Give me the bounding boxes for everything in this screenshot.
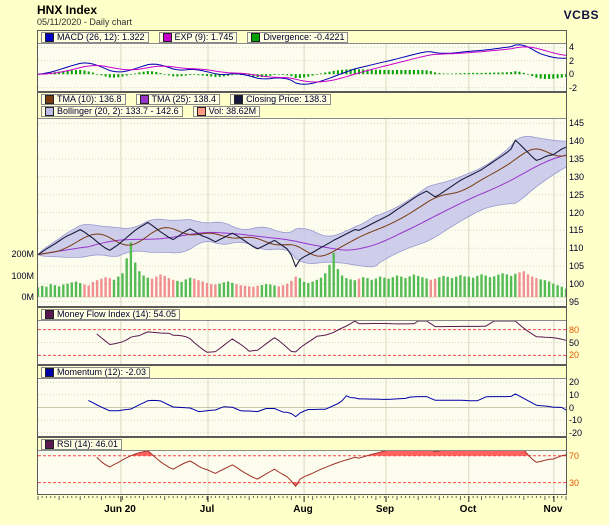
closing-price-legend-item: Closing Price: 138.3	[230, 94, 331, 105]
price-legend-row2: Bollinger (20, 2): 133.7 - 142.6 Vol: 38…	[41, 106, 261, 117]
exp-series-label: EXP (9): 1.745	[174, 31, 234, 42]
y-axis-label: 120	[569, 208, 585, 218]
brand-logo: VCBS	[563, 8, 599, 22]
momentum-panel: Momentum (12): -2.03	[37, 365, 567, 437]
y-axis-label: 0	[569, 403, 575, 413]
mfi-legend-item: Money Flow Index (14): 54.05	[41, 308, 181, 320]
divergence-series-chip	[251, 32, 261, 42]
y-axis-label: 110	[569, 243, 584, 253]
macd-series-chip	[45, 32, 54, 42]
chart-title: HNX Index	[37, 3, 98, 17]
y-axis-label: 140	[569, 136, 585, 146]
x-axis-month-label: Nov	[543, 504, 563, 515]
y-axis-label: 125	[569, 190, 585, 200]
x-axis-month-label: Jul	[199, 504, 215, 515]
mfi-plot	[38, 321, 566, 364]
exp-legend-item: EXP (9): 1.745	[158, 31, 238, 43]
y-axis-label: 130	[569, 172, 585, 182]
macd-legend-item: MACD (26, 12): 1.322	[41, 31, 149, 43]
macd-series-label: MACD (26, 12): 1.322	[57, 31, 145, 42]
volume-legend-item: Vol: 38.62M	[192, 106, 261, 117]
volume-axis-label: 200M	[11, 249, 34, 259]
divergence-legend-item: Divergence: -0.4221	[247, 31, 349, 43]
macd-plot	[38, 44, 566, 91]
macd-legend: MACD (26, 12): 1.322 EXP (9): 1.745 Dive…	[38, 31, 566, 44]
tma10-series-chip	[45, 95, 54, 104]
mfi-series-label: Money Flow Index (14): 54.05	[57, 308, 177, 319]
y-axis-label: 2	[569, 56, 575, 66]
volume-series-chip	[196, 107, 206, 116]
momentum-series-chip	[45, 367, 54, 377]
volume-axis-label: 100M	[11, 271, 34, 281]
x-axis-month-label: Aug	[293, 504, 313, 515]
x-axis-month-label: Jun 20	[104, 504, 136, 515]
closing-price-series-chip	[234, 95, 244, 104]
y-axis-label: -10	[569, 415, 583, 425]
exp-series-chip	[162, 32, 172, 42]
y-axis-label: 20	[569, 350, 580, 360]
y-axis-label: 4	[569, 42, 575, 52]
rsi-legend-item: RSI (14): 46.01	[41, 438, 123, 450]
tma10-series-label: TMA (10): 136.8	[57, 94, 122, 104]
mfi-legend: Money Flow Index (14): 54.05	[38, 308, 566, 321]
y-axis-label: 95	[569, 297, 580, 307]
volume-axis-label: 0M	[21, 292, 34, 302]
rsi-series-label: RSI (14): 46.01	[57, 438, 119, 449]
y-axis-label: 0	[569, 69, 575, 79]
y-axis-label: 70	[569, 451, 580, 461]
tma10-legend-item: TMA (10): 136.8	[41, 94, 126, 105]
momentum-legend-item: Momentum (12): -2.03	[41, 366, 151, 378]
x-axis-month-label: Oct	[459, 504, 477, 515]
y-axis-label: 20	[569, 377, 580, 387]
y-axis-label: 145	[569, 118, 585, 128]
bollinger-legend-item: Bollinger (20, 2): 133.7 - 142.6	[41, 106, 183, 117]
mfi-panel: Money Flow Index (14): 54.05	[37, 307, 567, 365]
y-axis-label: 80	[569, 325, 580, 335]
rsi-plot	[38, 451, 566, 494]
bollinger-series-label: Bollinger (20, 2): 133.7 - 142.6	[57, 106, 179, 116]
y-axis-label: 30	[569, 478, 580, 488]
volume-series-label: Vol: 38.62M	[208, 106, 257, 116]
y-axis-label: -20	[569, 428, 583, 438]
rsi-series-chip	[45, 439, 54, 449]
price-legend: TMA (10): 136.8 TMA (25): 138.4 Closing …	[38, 93, 566, 119]
price-plot	[38, 119, 566, 306]
y-axis-label: 105	[569, 261, 585, 271]
y-axis-label: 50	[569, 338, 580, 348]
price-legend-row1: TMA (10): 136.8 TMA (25): 138.4 Closing …	[41, 94, 331, 105]
divergence-series-label: Divergence: -0.4221	[263, 31, 345, 42]
momentum-plot	[38, 379, 566, 436]
chart-subtitle: 05/11/2020 - Daily chart	[37, 17, 132, 27]
tma25-series-label: TMA (25): 138.4	[151, 94, 217, 104]
x-axis-month-label: Sep	[375, 504, 395, 515]
mfi-series-chip	[45, 309, 54, 319]
tma25-legend-item: TMA (25): 138.4	[135, 94, 221, 105]
y-axis-label: -2	[569, 83, 578, 93]
momentum-legend: Momentum (12): -2.03	[38, 366, 566, 379]
macd-panel: MACD (26, 12): 1.322 EXP (9): 1.745 Dive…	[37, 30, 567, 92]
price-panel: TMA (10): 136.8 TMA (25): 138.4 Closing …	[37, 92, 567, 307]
tma25-series-chip	[139, 95, 149, 104]
y-axis-label: 135	[569, 154, 585, 164]
rsi-legend: RSI (14): 46.01	[38, 438, 566, 451]
rsi-panel: RSI (14): 46.01	[37, 437, 567, 495]
y-axis-label: 100	[569, 279, 585, 289]
closing-price-series-label: Closing Price: 138.3	[246, 94, 327, 104]
x-axis-ticks	[37, 496, 567, 502]
y-axis-label: 10	[569, 390, 580, 400]
momentum-series-label: Momentum (12): -2.03	[57, 366, 147, 377]
bollinger-series-chip	[45, 107, 54, 116]
y-axis-label: 115	[569, 225, 584, 235]
